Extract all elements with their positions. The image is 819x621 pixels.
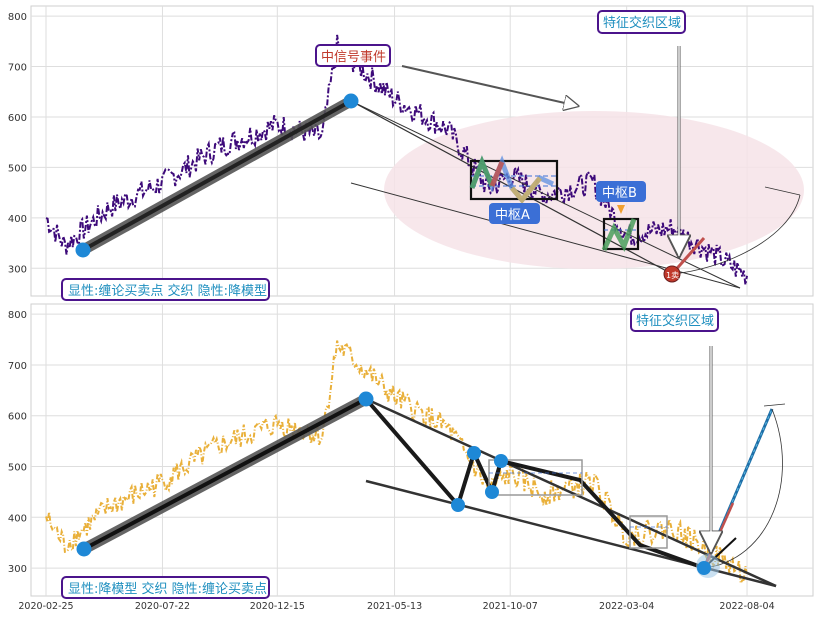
xtick-label-3: 2021-05-13 — [367, 601, 422, 612]
top-peak-marker — [344, 94, 359, 109]
bottom-pivot-2 — [467, 446, 481, 460]
bottom-ytick-label-1: 400 — [8, 513, 27, 524]
bottom-panel-frame — [31, 304, 813, 596]
xtick-label-2: 2020-12-15 — [250, 601, 305, 612]
bottom-left-label: 显性:降模型 交织 隐性:缠论买卖点 — [68, 581, 267, 597]
top-ytick-label-1: 400 — [8, 214, 27, 225]
bottom-pivot-4 — [494, 454, 508, 468]
top-left-label: 显性:缠论买卖点 交织 隐性:降模型 — [68, 283, 267, 299]
top-ytick-label-4: 700 — [8, 63, 27, 74]
top-ytick-label-0: 300 — [8, 264, 27, 275]
bottom-end-marker — [697, 561, 711, 575]
bottom-ytick-label-5: 800 — [8, 310, 27, 321]
top-start-marker — [76, 243, 91, 258]
bottom-pivot-3 — [485, 485, 499, 499]
top-region-label: 特征交织区域 — [603, 15, 681, 31]
bottom-region-label: 特征交织区域 — [636, 313, 714, 329]
bottom-start-marker — [77, 542, 92, 557]
pivot-b-label: 中枢B — [602, 186, 637, 201]
bottom-ytick-label-3: 600 — [8, 412, 27, 423]
bottom-ytick-label-0: 300 — [8, 564, 27, 575]
bottom-ytick-label-2: 500 — [8, 463, 27, 474]
top-ytick-label-5: 800 — [8, 12, 27, 23]
xtick-label-1: 2020-07-22 — [135, 601, 190, 612]
top-ytick-label-3: 600 — [8, 113, 27, 124]
bottom-peak-marker — [359, 392, 374, 407]
signal-badge: 1卖 — [666, 271, 679, 280]
xtick-label-6: 2022-08-04 — [719, 601, 774, 612]
pivot-a-label: 中枢A — [495, 208, 530, 223]
bottom-ytick-label-4: 700 — [8, 361, 27, 372]
xtick-label-5: 2022-03-04 — [599, 601, 654, 612]
event-label: 中信号事件 — [321, 50, 386, 65]
xtick-label-4: 2021-10-07 — [483, 601, 538, 612]
bottom-pivot-1 — [451, 498, 465, 512]
xtick-label-0: 2020-02-25 — [18, 601, 73, 612]
top-ytick-label-2: 500 — [8, 163, 27, 174]
